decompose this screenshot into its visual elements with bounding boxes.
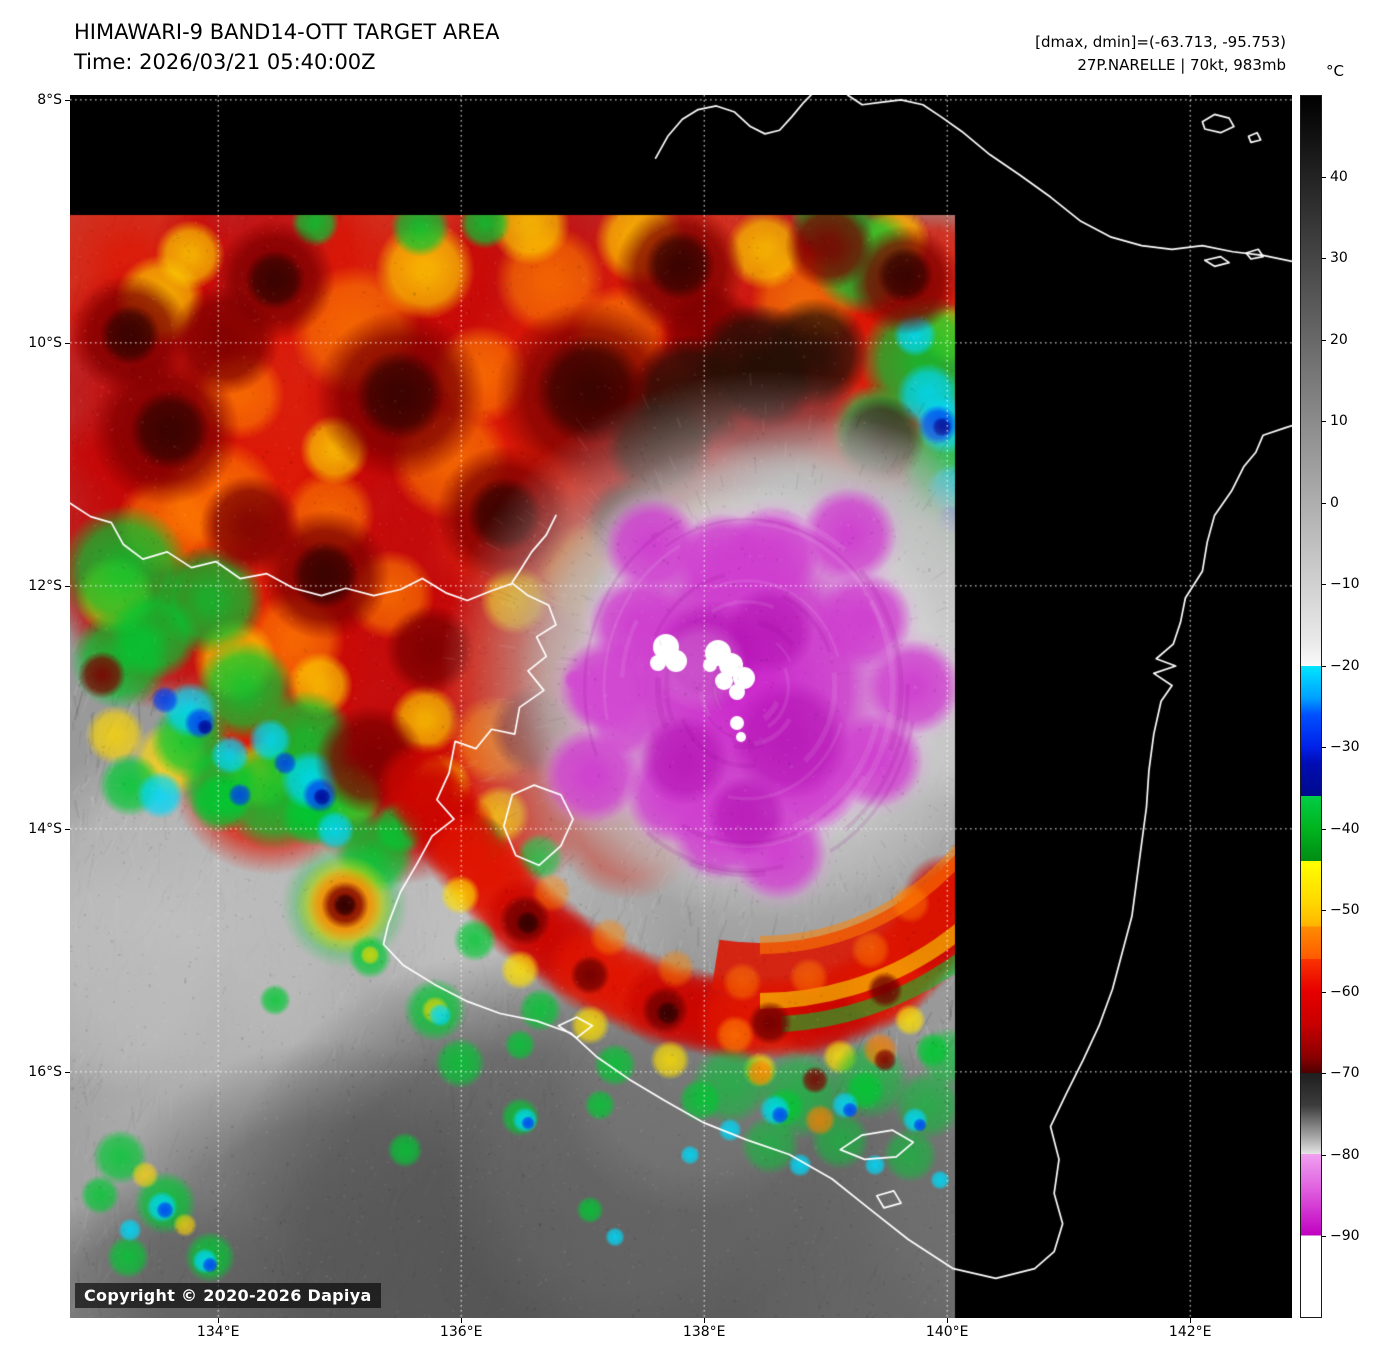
colorbar-tick-mark [1322, 828, 1326, 830]
colorbar-tick-label: −10 [1330, 576, 1360, 593]
lon-tick-mark [461, 1318, 463, 1323]
figure-meta: [dmax, dmin]=(-63.713, -95.753) 27P.NARE… [1035, 31, 1286, 77]
colorbar-tick-mark [1322, 176, 1326, 178]
colorbar-gradient [1301, 96, 1321, 1317]
lon-tick-label: 140°E [925, 1324, 969, 1340]
lon-tick-label: 142°E [1168, 1324, 1212, 1340]
lat-tick-mark [65, 99, 70, 101]
satellite-canvas [70, 95, 1292, 1318]
lon-tick-label: 136°E [439, 1324, 483, 1340]
lon-tick-mark [704, 1318, 706, 1323]
lat-tick-label: 10°S [28, 334, 62, 351]
colorbar-tick-mark [1322, 1154, 1326, 1156]
copyright-badge: Copyright © 2020-2026 Dapiya [75, 1283, 381, 1308]
colorbar-tick-label: −90 [1330, 1228, 1360, 1245]
lon-tick-mark [947, 1318, 949, 1323]
colorbar-tick-mark [1322, 665, 1326, 667]
colorbar-tick-mark [1322, 747, 1326, 749]
lat-tick-mark [65, 585, 70, 587]
colorbar-tick-mark [1322, 339, 1326, 341]
colorbar-tick-label: −30 [1330, 739, 1360, 756]
lon-tick-mark [218, 1318, 220, 1323]
colorbar-tick-mark [1322, 584, 1326, 586]
colorbar [1300, 95, 1322, 1318]
figure-time: Time: 2026/03/21 05:40:00Z [74, 50, 376, 74]
colorbar-tick-label: −60 [1330, 983, 1360, 1000]
colorbar-tick-mark [1322, 1073, 1326, 1075]
colorbar-tick-label: −40 [1330, 820, 1360, 837]
colorbar-tick-mark [1322, 258, 1326, 260]
colorbar-tick-mark [1322, 1236, 1326, 1238]
colorbar-tick-label: 10 [1330, 413, 1348, 430]
colorbar-tick-mark [1322, 910, 1326, 912]
colorbar-tick-label: −80 [1330, 1146, 1360, 1163]
colorbar-tick-label: 20 [1330, 331, 1348, 348]
colorbar-tick-label: −50 [1330, 902, 1360, 919]
lat-tick-label: 14°S [28, 820, 62, 837]
colorbar-tick-mark [1322, 502, 1326, 504]
colorbar-tick-label: 30 [1330, 250, 1348, 267]
colorbar-unit-label: °C [1326, 62, 1344, 80]
lat-tick-label: 8°S [37, 91, 62, 108]
colorbar-tick-label: −20 [1330, 657, 1360, 674]
dmax-dmin-label: [dmax, dmin]=(-63.713, -95.753) [1035, 33, 1286, 51]
lat-tick-mark [65, 342, 70, 344]
lat-tick-label: 12°S [28, 577, 62, 594]
colorbar-tick-label: 40 [1330, 168, 1348, 185]
colorbar-tick-label: 0 [1330, 494, 1339, 511]
colorbar-tick-mark [1322, 991, 1326, 993]
lon-tick-label: 134°E [196, 1324, 240, 1340]
colorbar-tick-label: −70 [1330, 1065, 1360, 1082]
storm-info-label: 27P.NARELLE | 70kt, 983mb [1077, 56, 1286, 74]
lon-tick-mark [1190, 1318, 1192, 1323]
colorbar-tick-mark [1322, 421, 1326, 423]
lat-tick-mark [65, 828, 70, 830]
lon-tick-label: 138°E [682, 1324, 726, 1340]
figure-title: HIMAWARI-9 BAND14-OTT TARGET AREA [74, 20, 500, 44]
satellite-plot: Copyright © 2020-2026 Dapiya [70, 95, 1292, 1318]
lat-tick-mark [65, 1071, 70, 1073]
lat-tick-label: 16°S [28, 1063, 62, 1080]
